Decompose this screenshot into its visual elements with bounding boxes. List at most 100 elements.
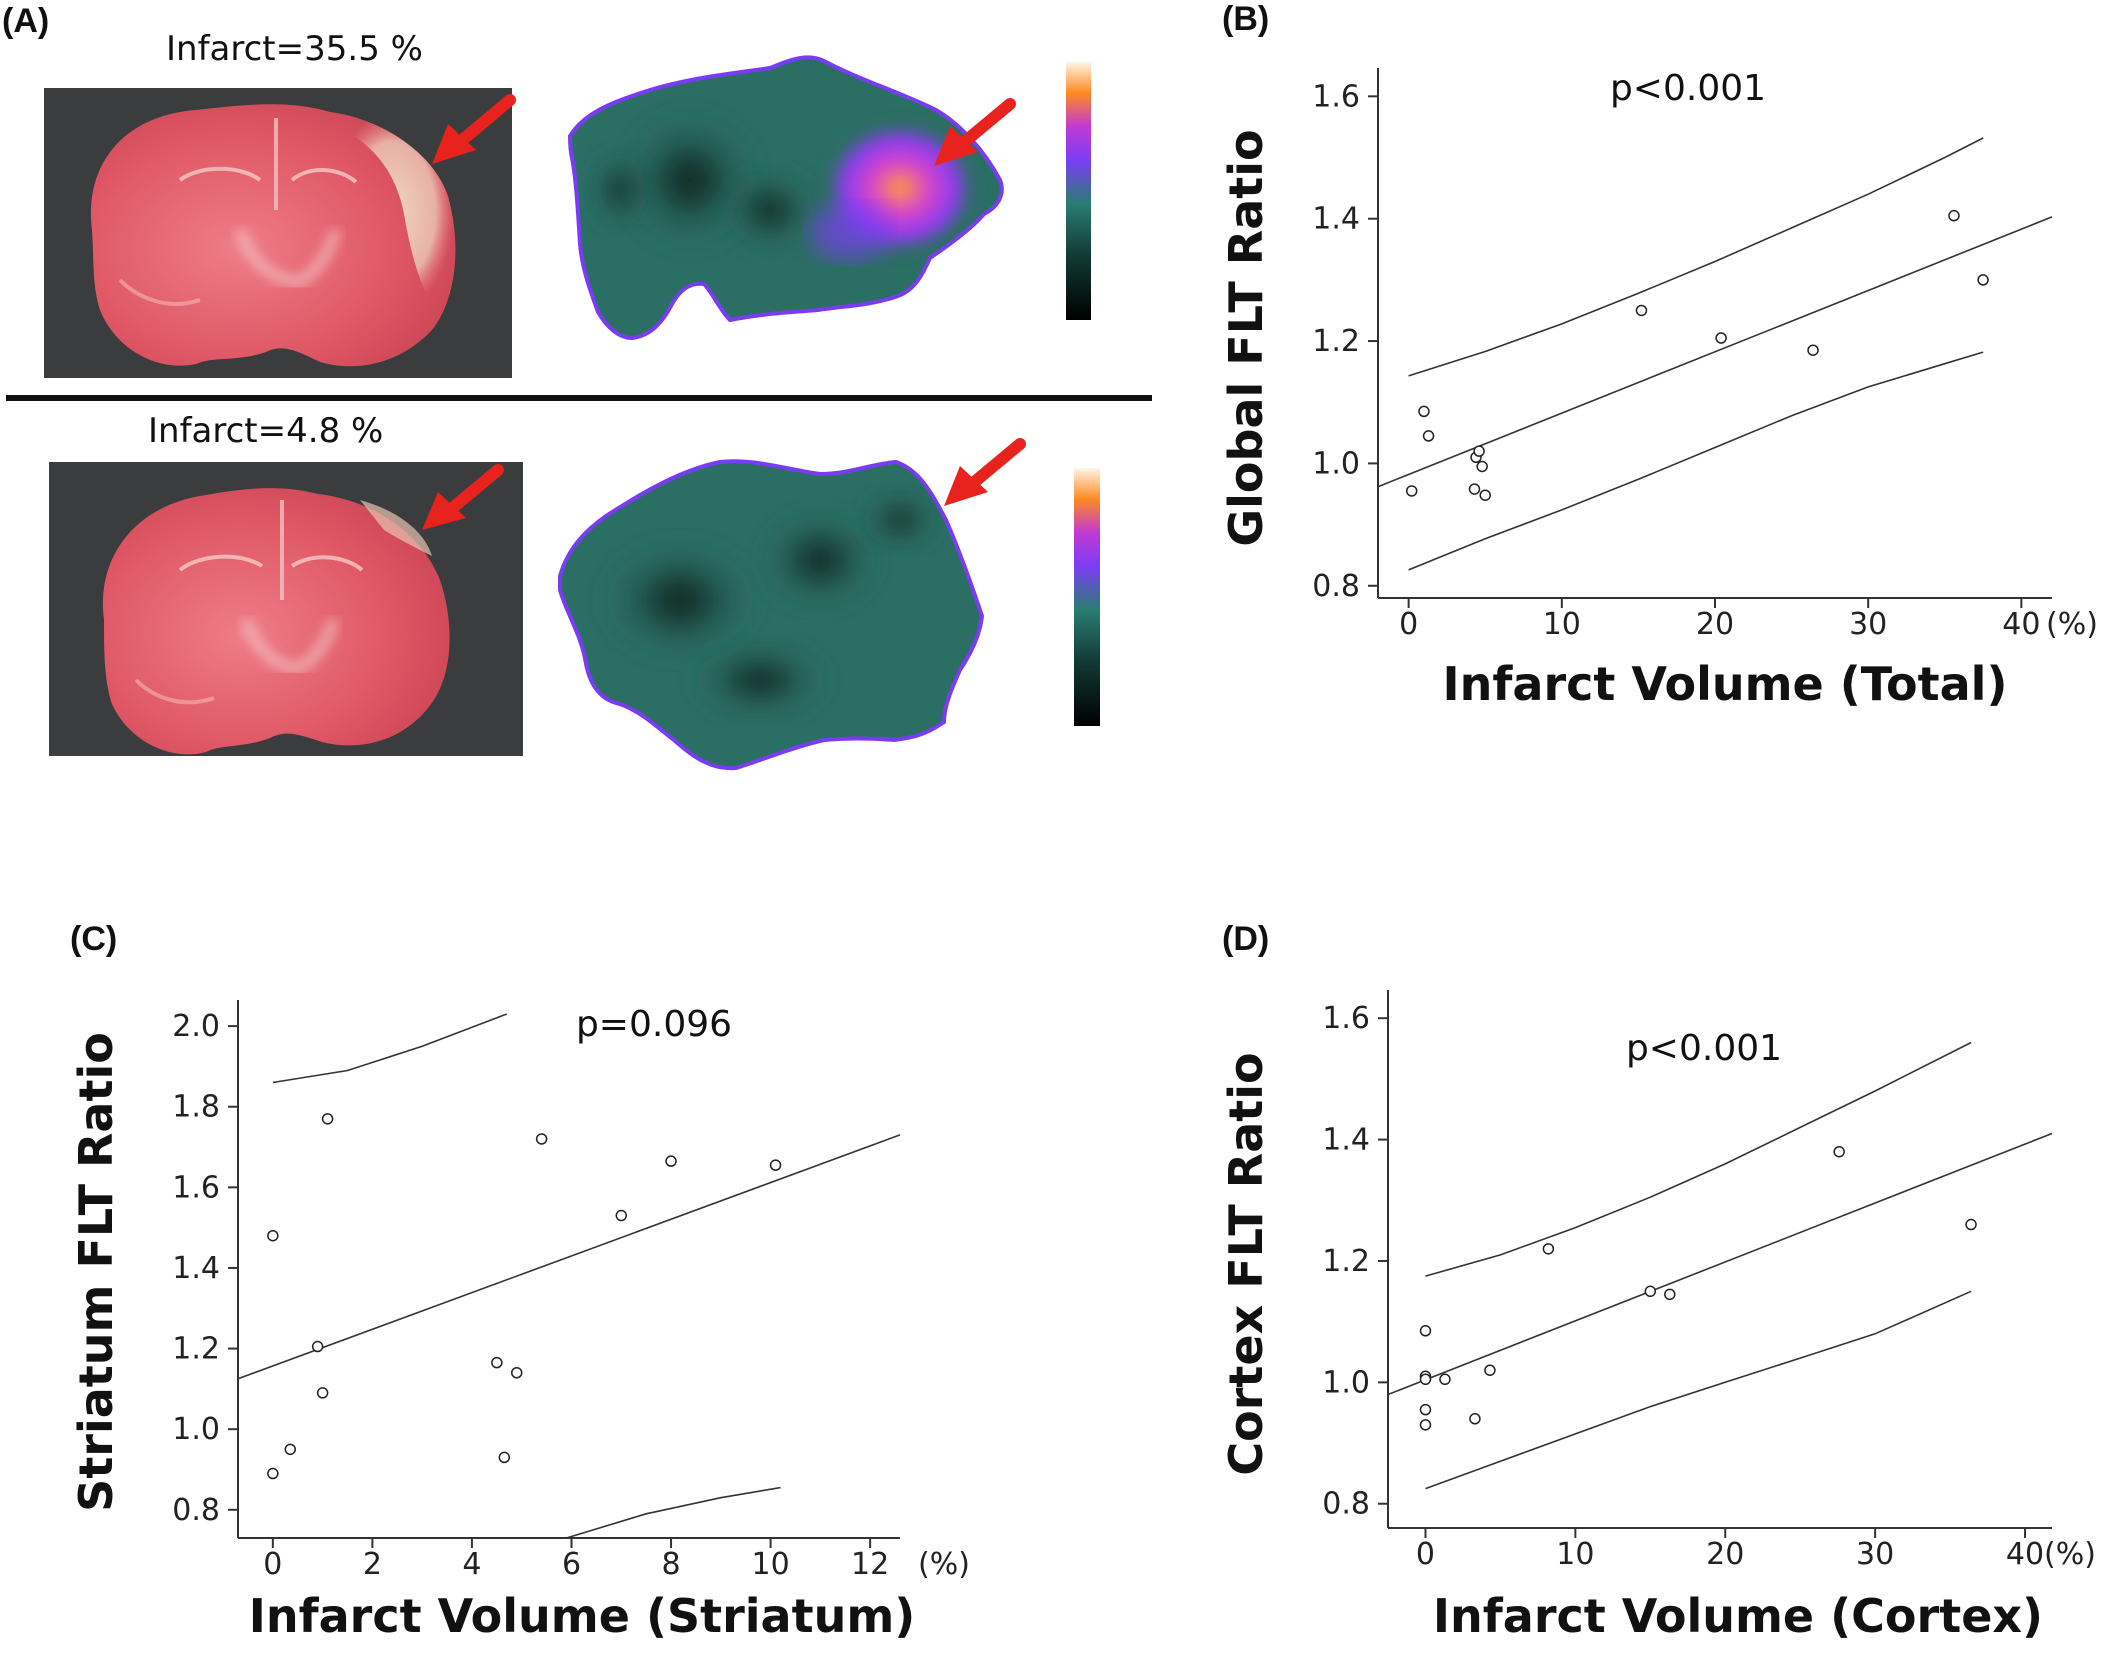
y-axis-title: Striatum FLT Ratio xyxy=(69,1032,123,1512)
p-value-annotation: p=0.096 xyxy=(576,1004,732,1045)
data-point xyxy=(1419,1419,1432,1431)
x-unit-label: (%) xyxy=(918,1547,970,1582)
data-point xyxy=(498,1451,511,1464)
y-tick-label: 1.0 xyxy=(1322,1365,1370,1400)
infarct-caption-top: Infarct=35.5 % xyxy=(166,29,423,69)
data-point xyxy=(1479,489,1491,501)
data-point xyxy=(1422,430,1435,442)
red-arrow-icon xyxy=(934,98,1016,166)
data-point xyxy=(321,1113,334,1125)
regression-line xyxy=(1377,216,2053,488)
x-tick-label: 40 xyxy=(2002,607,2040,642)
x-tick-label: 10 xyxy=(1543,607,1581,642)
x-tick-label: 0 xyxy=(263,1547,282,1582)
x-axis-title: Infarct Volume (Striatum) xyxy=(249,1589,916,1643)
data-point xyxy=(1715,332,1727,344)
panel-label: (D) xyxy=(1222,920,1269,958)
data-point xyxy=(510,1366,523,1379)
x-tick-label: 0 xyxy=(1416,1537,1435,1572)
panel-label: (C) xyxy=(70,920,117,958)
data-point xyxy=(1419,1325,1432,1337)
red-arrow-icon xyxy=(422,464,504,530)
confidence-band-upper xyxy=(1408,137,1984,377)
chart-panel-d: (D) 0 10 20 30 40 0.8 1.0 1.2 1.4 1.6 (%)Infarct Vo… xyxy=(1219,920,2096,1643)
regression-line xyxy=(237,1134,901,1380)
data-point xyxy=(1948,209,1960,222)
confidence-band-lower xyxy=(1408,351,1984,571)
data-point xyxy=(1419,1403,1432,1416)
y-tick-label: 1.2 xyxy=(1322,1244,1370,1279)
data-point xyxy=(284,1443,297,1456)
x-tick-label: 40 xyxy=(2006,1537,2044,1572)
y-tick-label: 0.8 xyxy=(172,1493,220,1528)
y-tick-label: 0.8 xyxy=(1312,569,1360,604)
p-value-annotation: p<0.001 xyxy=(1626,1028,1782,1069)
x-axis-title: Infarct Volume (Cortex) xyxy=(1433,1589,2043,1643)
data-point xyxy=(615,1209,628,1222)
data-point xyxy=(665,1155,677,1167)
data-point xyxy=(1439,1373,1451,1386)
infarct-caption-bottom: Infarct=4.8 % xyxy=(148,411,383,451)
y-tick-label: 1.0 xyxy=(1312,446,1360,481)
panel-a-label: (A) xyxy=(2,2,49,40)
pet-map-top xyxy=(567,55,1004,341)
x-tick-label: 30 xyxy=(1849,607,1887,642)
data-point xyxy=(1419,1373,1432,1386)
y-axis-title: Global FLT Ratio xyxy=(1219,129,1273,546)
y-tick-label: 1.2 xyxy=(172,1332,220,1367)
data-point xyxy=(316,1387,329,1399)
y-tick-label: 1.2 xyxy=(1312,324,1360,359)
regression-line xyxy=(1387,1132,2053,1396)
x-unit-label: (%) xyxy=(2044,1537,2096,1572)
x-tick-label: 12 xyxy=(851,1547,889,1582)
red-arrow-icon xyxy=(944,438,1026,506)
chart-panel-b: (B) 0 10 20 30 40 0.8 1.0 1.2 1.4 1.6 (%) Infarct Vo… xyxy=(1219,0,2098,711)
x-tick-label: 4 xyxy=(462,1547,481,1582)
data-point xyxy=(535,1133,548,1145)
panel-label: (B) xyxy=(1222,0,1269,38)
y-axis-title: Cortex FLT Ratio xyxy=(1219,1052,1273,1475)
x-tick-label: 20 xyxy=(1706,1537,1744,1572)
panel-a: (A) Infarct=35.5 % Infarct=4.8 % xyxy=(2,2,1152,771)
y-tick-label: 1.8 xyxy=(172,1090,220,1125)
x-axis-title: Infarct Volume (Total) xyxy=(1443,657,2008,711)
confidence-band-lower xyxy=(1425,1290,1972,1490)
data-point xyxy=(267,1229,279,1242)
y-tick-label: 1.6 xyxy=(1312,79,1360,114)
p-value-annotation: p<0.001 xyxy=(1610,68,1766,109)
y-tick-label: 1.4 xyxy=(172,1251,220,1286)
data-point xyxy=(1977,274,1989,286)
y-tick-label: 1.0 xyxy=(172,1412,220,1447)
red-arrow-icon xyxy=(432,94,516,164)
data-point xyxy=(1469,1413,1481,1425)
colorbar-top xyxy=(1066,62,1091,320)
y-tick-label: 1.4 xyxy=(1322,1123,1370,1158)
data-point xyxy=(1833,1145,1845,1158)
data-point xyxy=(1542,1243,1555,1255)
y-tick-label: 2.0 xyxy=(172,1009,220,1044)
x-tick-label: 10 xyxy=(1556,1537,1594,1572)
x-tick-label: 20 xyxy=(1696,607,1734,642)
confidence-band-lower xyxy=(566,1486,781,1539)
y-tick-label: 0.8 xyxy=(1322,1487,1370,1522)
data-point xyxy=(311,1340,324,1353)
data-point xyxy=(267,1467,279,1480)
x-tick-label: 0 xyxy=(1399,607,1418,642)
data-point xyxy=(1405,485,1418,497)
x-tick-label: 30 xyxy=(1856,1537,1894,1572)
pet-map-bottom xyxy=(558,459,985,771)
data-point xyxy=(1484,1364,1496,1376)
chart-panel-c: (C) 0 2 4 6 8 10 12 0.8 1.0 1.2 1.4 1.6 1.8 2.0 (%)Infa… xyxy=(69,920,970,1643)
x-tick-label: 6 xyxy=(562,1547,581,1582)
x-tick-label: 10 xyxy=(751,1547,789,1582)
y-tick-label: 1.4 xyxy=(1312,202,1360,237)
y-tick-label: 1.6 xyxy=(172,1170,220,1205)
colorbar-bottom xyxy=(1074,468,1100,726)
confidence-band-upper xyxy=(272,1013,508,1084)
data-point xyxy=(1664,1288,1676,1301)
data-point xyxy=(1644,1285,1657,1298)
data-point xyxy=(1476,460,1488,473)
brain-slice-photo-top xyxy=(44,88,512,378)
x-tick-label: 2 xyxy=(363,1547,382,1582)
